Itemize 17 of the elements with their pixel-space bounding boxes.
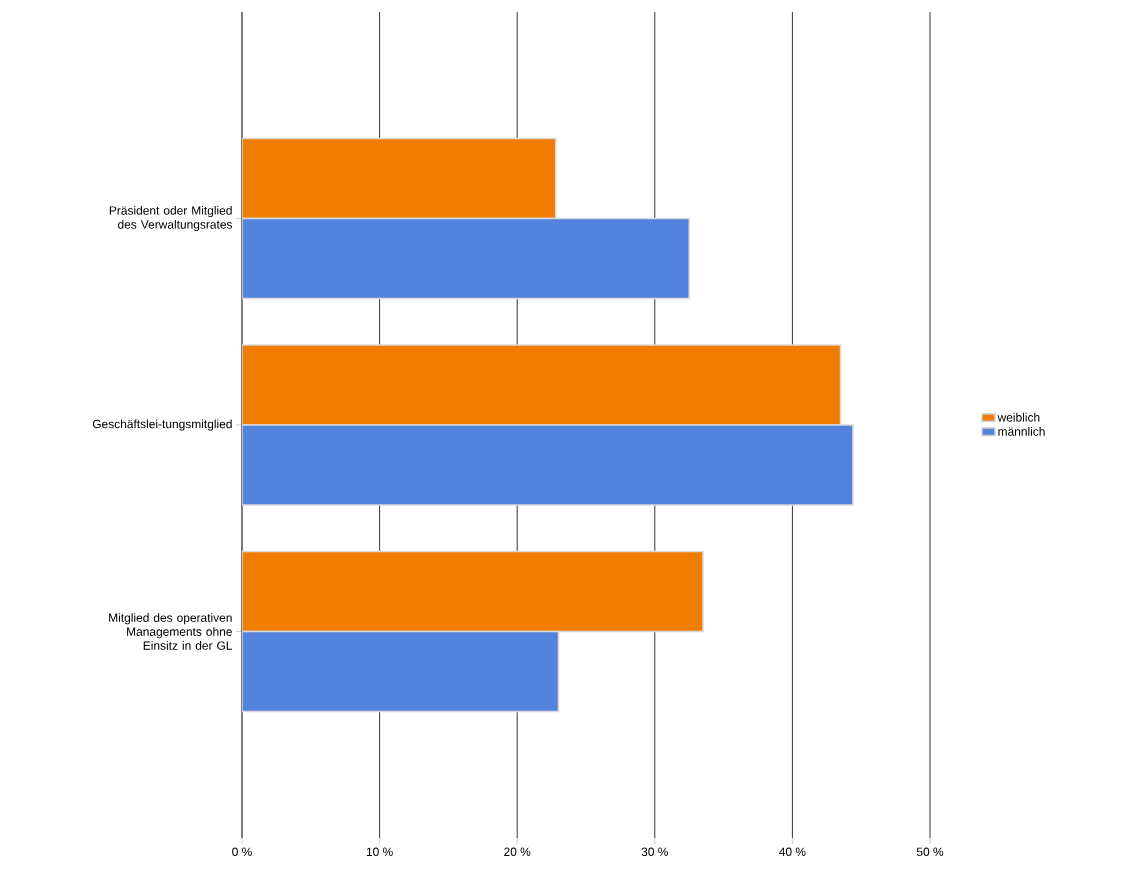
legend-label: männlich (998, 427, 1045, 436)
x-tick-label: 50 % (916, 847, 944, 856)
x-tick-label: 20 % (504, 847, 531, 856)
x-tick-label: 0 % (232, 847, 252, 856)
bar (242, 424, 854, 506)
bar (242, 630, 560, 713)
x-tick-label: 40 % (779, 847, 806, 856)
bar (242, 137, 557, 220)
legend-label: weiblich (997, 412, 1040, 422)
x-tick-label: 30 % (641, 847, 668, 856)
x-tick-label: 10 % (366, 847, 393, 856)
y-tick-label: Präsident oder Mitglied des Verwaltungsrates (109, 205, 233, 232)
bar (242, 550, 704, 633)
bar (242, 217, 690, 300)
y-tick-label: Geschäftslei-tungsmitglied (92, 419, 232, 431)
bar (242, 344, 842, 426)
y-tick-label: Mitglied des operativen Managements ohne Einsitz in der GL (109, 613, 233, 650)
